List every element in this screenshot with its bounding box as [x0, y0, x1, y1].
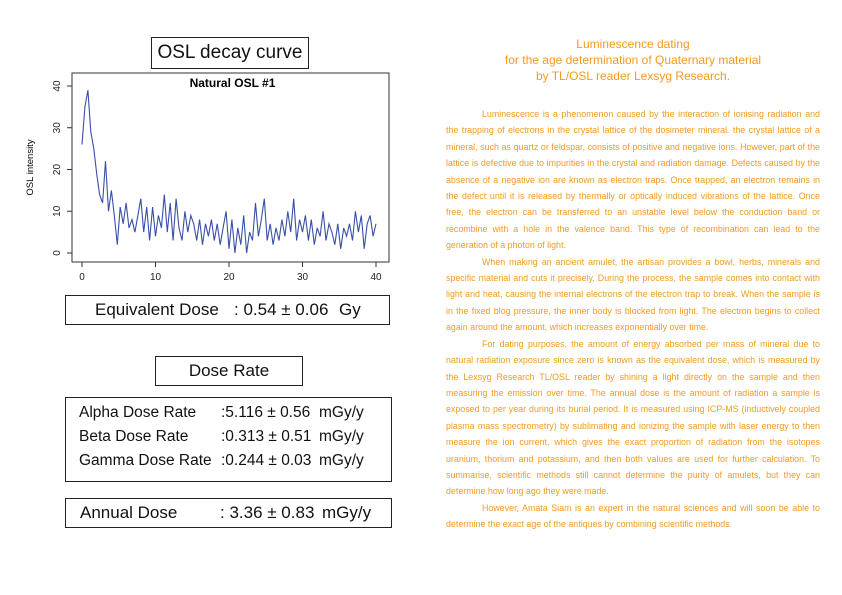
dose-rate-unit: mGy/y: [319, 428, 364, 445]
dose-rate-heading: Dose Rate: [155, 356, 303, 386]
dose-rate-value: :0.313 ± 0.51: [221, 428, 312, 445]
dose-rate-unit: mGy/y: [319, 452, 364, 469]
y-tick-label: 0: [52, 250, 63, 256]
equivalent-dose-unit: Gy: [339, 300, 361, 319]
dose-rate-label: Alpha Dose Rate: [79, 404, 197, 421]
paragraph: Luminescence is a phenomenon caused by t…: [446, 109, 820, 251]
x-tick-label: 10: [150, 272, 162, 283]
paragraph: For dating purposes, the amount of energ…: [446, 338, 820, 497]
x-tick-label: 20: [223, 272, 235, 283]
paragraph: However, Amata Siam is an expert in the …: [446, 502, 820, 530]
annual-dose-box: Annual Dose : 3.36 ± 0.83 mGy/y: [65, 498, 392, 528]
y-tick-label: 30: [52, 122, 63, 134]
x-tick-label: 0: [79, 272, 85, 283]
annual-dose-value: : 3.36 ± 0.83: [220, 503, 315, 522]
y-tick-label: 10: [52, 205, 63, 217]
osl-decay-chart: 0 10 20 30 40 0 10 20 30 40 Natural OSL #1 OSL inte…: [25, 72, 390, 283]
paragraph: When making an ancient amulet, the artis…: [446, 256, 820, 333]
dose-rate-box: Alpha Dose Rate :5.116 ± 0.56 mGy/y Beta Do…: [65, 397, 392, 482]
chart-heading: OSL decay curve: [151, 37, 309, 69]
x-tick-label: 30: [297, 272, 309, 283]
title-line: Luminescence dating: [576, 37, 690, 51]
article-title: Luminescence dating for the age determin…: [446, 36, 820, 84]
plot-frame: [71, 72, 390, 263]
dose-rate-unit: mGy/y: [319, 404, 364, 421]
equivalent-dose-value: : 0.54 ± 0.06: [234, 300, 329, 319]
osl-series-line: [81, 90, 377, 254]
annual-dose-label: Annual Dose: [80, 503, 178, 522]
title-line: for the age determination of Quaternary …: [504, 53, 762, 67]
dose-rate-label: Beta Dose Rate: [79, 428, 189, 445]
dose-rate-value: :0.244 ± 0.03: [221, 452, 312, 469]
y-axis-label: OSL intensity: [25, 139, 36, 195]
equivalent-dose-box: Equivalent Dose : 0.54 ± 0.06 Gy: [65, 295, 390, 325]
chart-title: Natural OSL #1: [190, 76, 276, 90]
equivalent-dose-label: Equivalent Dose: [95, 300, 219, 319]
y-tick-label: 20: [52, 164, 63, 176]
y-tick-label: 40: [52, 80, 63, 92]
title-line: by TL/OSL reader Lexsyg Research.: [535, 69, 731, 83]
annual-dose-unit: mGy/y: [322, 503, 372, 522]
dose-rate-value: :5.116 ± 0.56: [221, 404, 311, 421]
dose-rate-label: Gamma Dose Rate: [79, 452, 212, 469]
x-tick-label: 40: [370, 272, 382, 283]
article: Luminescence dating for the age determin…: [446, 36, 820, 533]
